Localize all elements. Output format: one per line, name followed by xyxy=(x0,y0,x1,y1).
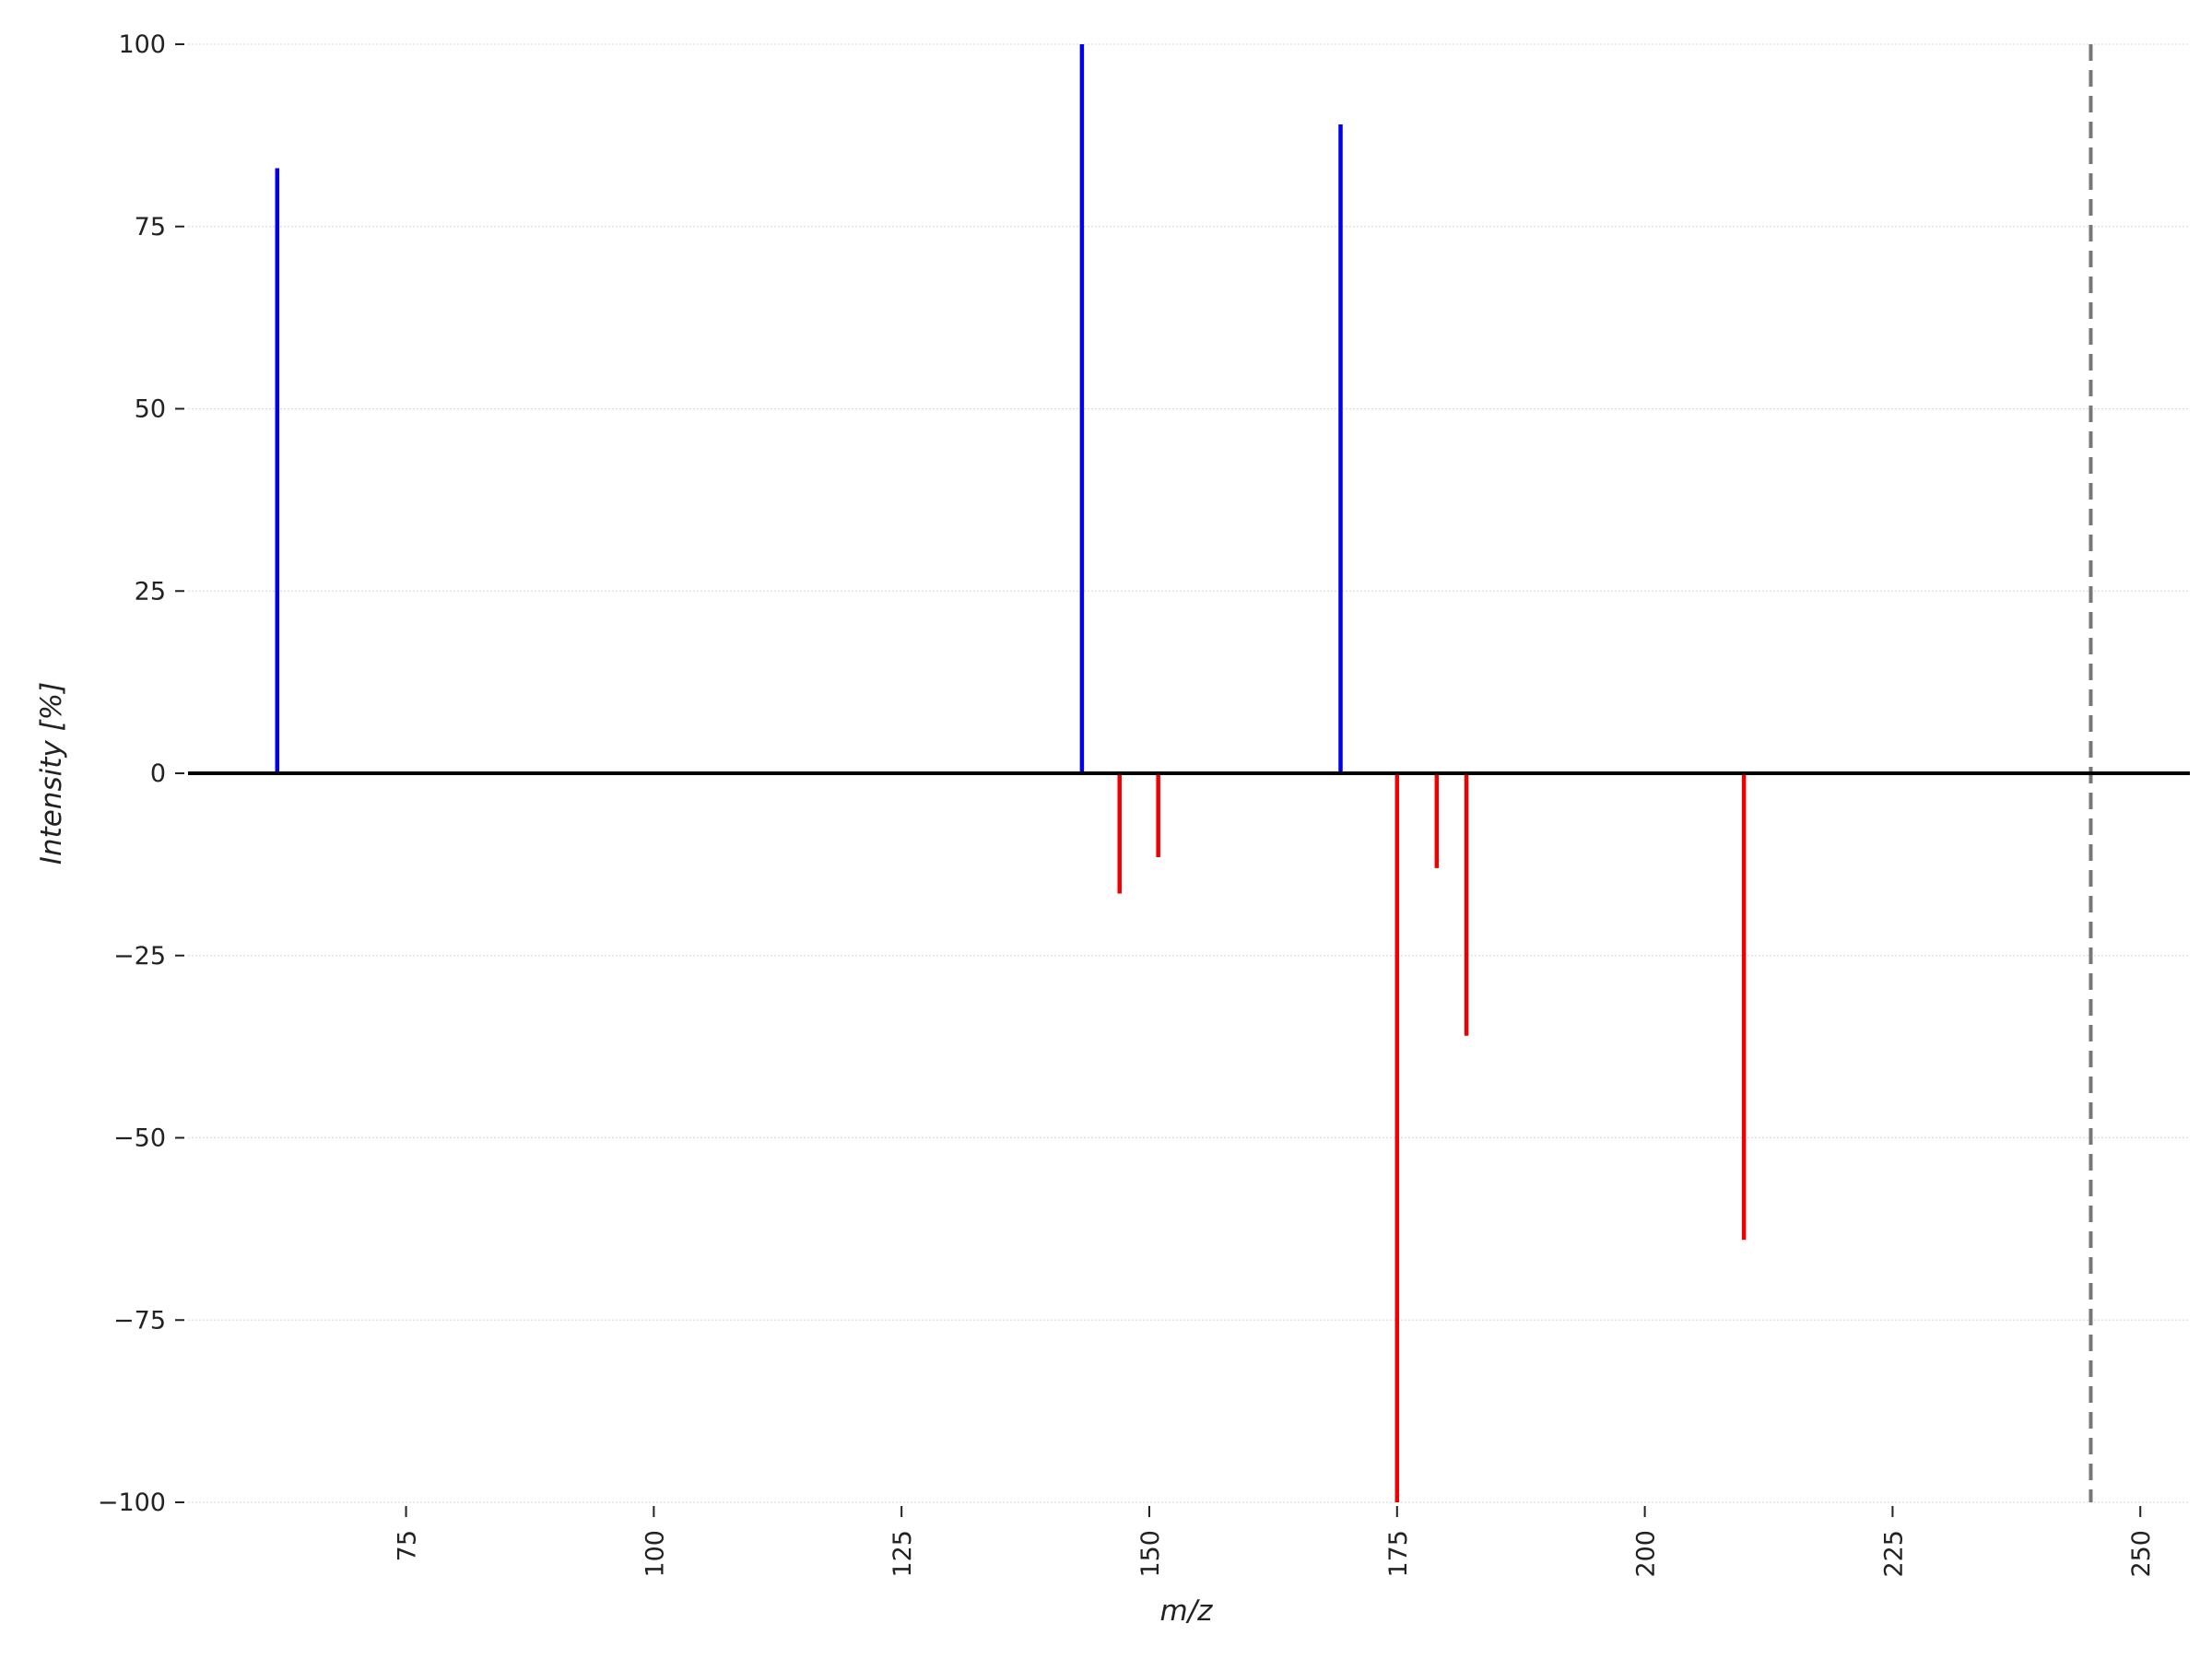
y-tick-label: 75 xyxy=(135,213,166,241)
peaks xyxy=(275,44,1747,1502)
peak-series-1 xyxy=(275,44,1343,773)
x-tick-label: 75 xyxy=(394,1530,422,1561)
y-tick-label: −100 xyxy=(98,1488,166,1517)
x-tick-label: 225 xyxy=(1879,1530,1908,1578)
x-tick-label: 250 xyxy=(2127,1530,2156,1578)
x-tick-label: 200 xyxy=(1632,1530,1661,1578)
peak-series-2 xyxy=(1117,773,1747,1502)
y-tick-label: 100 xyxy=(118,30,166,59)
x-tick-label: 175 xyxy=(1384,1530,1413,1578)
y-tick-label: −50 xyxy=(113,1124,166,1153)
x-axis-title: m/z xyxy=(1160,1594,1214,1628)
y-tick-label: −25 xyxy=(113,942,166,971)
grid-lines xyxy=(188,43,2190,1503)
x-tick-label: 100 xyxy=(641,1530,669,1578)
y-axis-title: Intensity [%] xyxy=(35,682,68,865)
y-tick-label: −75 xyxy=(113,1306,166,1335)
y-axis: 100 75 50 25 0 −25 −50 −75 −100 xyxy=(98,30,184,1517)
y-tick-label: 50 xyxy=(135,395,166,424)
x-tick-label: 150 xyxy=(1136,1530,1165,1578)
x-axis: 75 100 125 150 175 200 225 250 xyxy=(394,1506,2156,1578)
y-tick-label: 0 xyxy=(150,759,166,788)
y-tick-label: 25 xyxy=(135,577,166,606)
x-tick-label: 125 xyxy=(888,1530,917,1578)
